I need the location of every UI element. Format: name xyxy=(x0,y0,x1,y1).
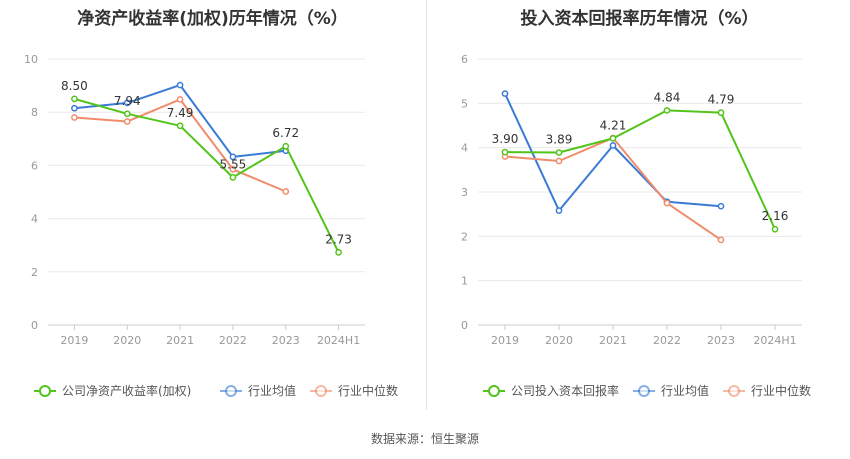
data-label: 7.49 xyxy=(167,106,194,120)
data-point[interactable] xyxy=(229,166,237,173)
data-point[interactable] xyxy=(555,149,563,156)
legend-label: 行业均值 xyxy=(248,383,296,398)
legend-label: 公司净资产收益率(加权) xyxy=(62,383,191,398)
y-tick-label: 2 xyxy=(31,266,38,279)
x-tick-label: 2022 xyxy=(653,334,681,347)
data-point[interactable] xyxy=(71,104,78,112)
legend-item-2[interactable]: 行业中位数 xyxy=(310,383,398,398)
data-point[interactable] xyxy=(229,174,237,181)
series-line-1 xyxy=(74,84,286,158)
legend-swatch-marker xyxy=(638,385,650,397)
series-line-0 xyxy=(74,97,340,253)
x-tick-label: 2021 xyxy=(166,334,194,347)
data-point[interactable] xyxy=(663,107,671,114)
data-point[interactable] xyxy=(717,202,725,210)
data-label: 6.72 xyxy=(272,126,299,140)
data-label: 7.94 xyxy=(114,94,141,108)
chart-title: 投入资本回报率历年情况（%） xyxy=(520,9,759,29)
y-tick-label: 2 xyxy=(461,230,468,243)
data-point[interactable] xyxy=(71,114,78,121)
data-label: 4.21 xyxy=(600,118,627,132)
data-point[interactable] xyxy=(176,96,184,103)
data-point[interactable] xyxy=(335,249,342,256)
x-tick-label: 2021 xyxy=(599,334,627,347)
data-point[interactable] xyxy=(282,188,290,195)
legend-item-0[interactable]: 公司净资产收益率(加权) xyxy=(34,383,191,398)
legend-swatch-marker xyxy=(488,385,500,397)
data-point[interactable] xyxy=(771,225,779,233)
data-point[interactable] xyxy=(663,199,671,207)
data-point[interactable] xyxy=(71,95,78,103)
legend-item-1[interactable]: 行业均值 xyxy=(220,383,296,398)
data-point[interactable] xyxy=(555,157,563,165)
data-point[interactable] xyxy=(609,135,617,142)
y-tick-label: 4 xyxy=(461,142,468,155)
y-tick-label: 0 xyxy=(31,319,38,332)
y-tick-label: 4 xyxy=(31,213,38,226)
legend-label: 公司投入资本回报率 xyxy=(511,383,619,398)
x-tick-label: 2020 xyxy=(113,334,141,347)
x-tick-label: 2019 xyxy=(60,334,88,347)
legend-item-2[interactable]: 行业中位数 xyxy=(723,383,811,398)
data-point[interactable] xyxy=(717,109,725,116)
data-point[interactable] xyxy=(609,142,617,149)
data-label: 2.16 xyxy=(762,209,789,223)
legend-label: 行业中位数 xyxy=(751,383,811,398)
x-tick-label: 2020 xyxy=(545,334,573,347)
data-label: 2.73 xyxy=(325,232,352,246)
y-tick-label: 1 xyxy=(461,275,468,288)
roic-chart-panel: 投入资本回报率历年情况（%） 0 1 2 3 4 5 6 2019 2020 2021 2022 20… xyxy=(429,0,850,410)
data-point[interactable] xyxy=(717,236,725,244)
y-tick-label: 3 xyxy=(461,186,468,199)
roic-line-chart: 0 1 2 3 4 5 6 2019 2020 2021 2022 2023 2024H1 3.90 3.8… xyxy=(461,53,811,398)
y-tick-label: 8 xyxy=(31,106,38,119)
y-tick-label: 10 xyxy=(24,53,38,66)
chart-title: 净资产收益率(加权)历年情况（%） xyxy=(77,9,348,29)
data-point[interactable] xyxy=(282,142,290,150)
y-tick-label: 5 xyxy=(461,97,468,110)
x-tick-label: 2024H1 xyxy=(753,334,796,347)
data-point[interactable] xyxy=(176,81,184,89)
data-point[interactable] xyxy=(123,110,131,118)
series-line-0 xyxy=(504,109,776,230)
data-point[interactable] xyxy=(501,148,509,156)
data-point[interactable] xyxy=(555,207,563,214)
legend-swatch-marker xyxy=(225,385,237,397)
legend-swatch-marker xyxy=(39,385,51,397)
data-label: 8.50 xyxy=(61,79,88,93)
x-tick-label: 2023 xyxy=(272,334,300,347)
data-point[interactable] xyxy=(176,122,184,130)
legend-label: 行业均值 xyxy=(661,383,709,398)
data-label: 3.90 xyxy=(492,132,519,146)
x-tick-label: 2019 xyxy=(491,334,519,347)
data-label: 4.79 xyxy=(708,93,735,107)
y-tick-label: 0 xyxy=(461,319,468,332)
y-tick-label: 6 xyxy=(461,53,468,66)
data-source-label: 数据来源：恒生聚源 xyxy=(370,432,479,446)
panel-divider xyxy=(426,0,427,410)
legend-item-0[interactable]: 公司投入资本回报率 xyxy=(483,383,619,398)
x-tick-label: 2022 xyxy=(219,334,247,347)
x-tick-label: 2024H1 xyxy=(317,334,360,347)
data-point[interactable] xyxy=(123,118,131,125)
data-label: 4.84 xyxy=(654,90,681,104)
data-point[interactable] xyxy=(123,99,131,107)
data-label: 3.89 xyxy=(546,133,573,147)
legend-swatch-marker xyxy=(728,385,740,397)
legend-swatch-marker xyxy=(315,385,327,397)
roe-chart-panel: 净资产收益率(加权)历年情况（%） 0 2 4 6 8 10 2019 2020 2021 202… xyxy=(0,0,425,410)
data-label: 5.55 xyxy=(220,157,247,171)
legend-label: 行业中位数 xyxy=(338,383,398,398)
roe-line-chart: 0 2 4 6 8 10 2019 2020 2021 2022 2023 2024H1 8.50 7.9… xyxy=(24,53,398,398)
data-point[interactable] xyxy=(229,153,237,161)
y-tick-label: 6 xyxy=(31,159,38,172)
data-point[interactable] xyxy=(501,90,509,97)
x-tick-label: 2023 xyxy=(707,334,735,347)
legend-item-1[interactable]: 行业均值 xyxy=(633,383,709,398)
